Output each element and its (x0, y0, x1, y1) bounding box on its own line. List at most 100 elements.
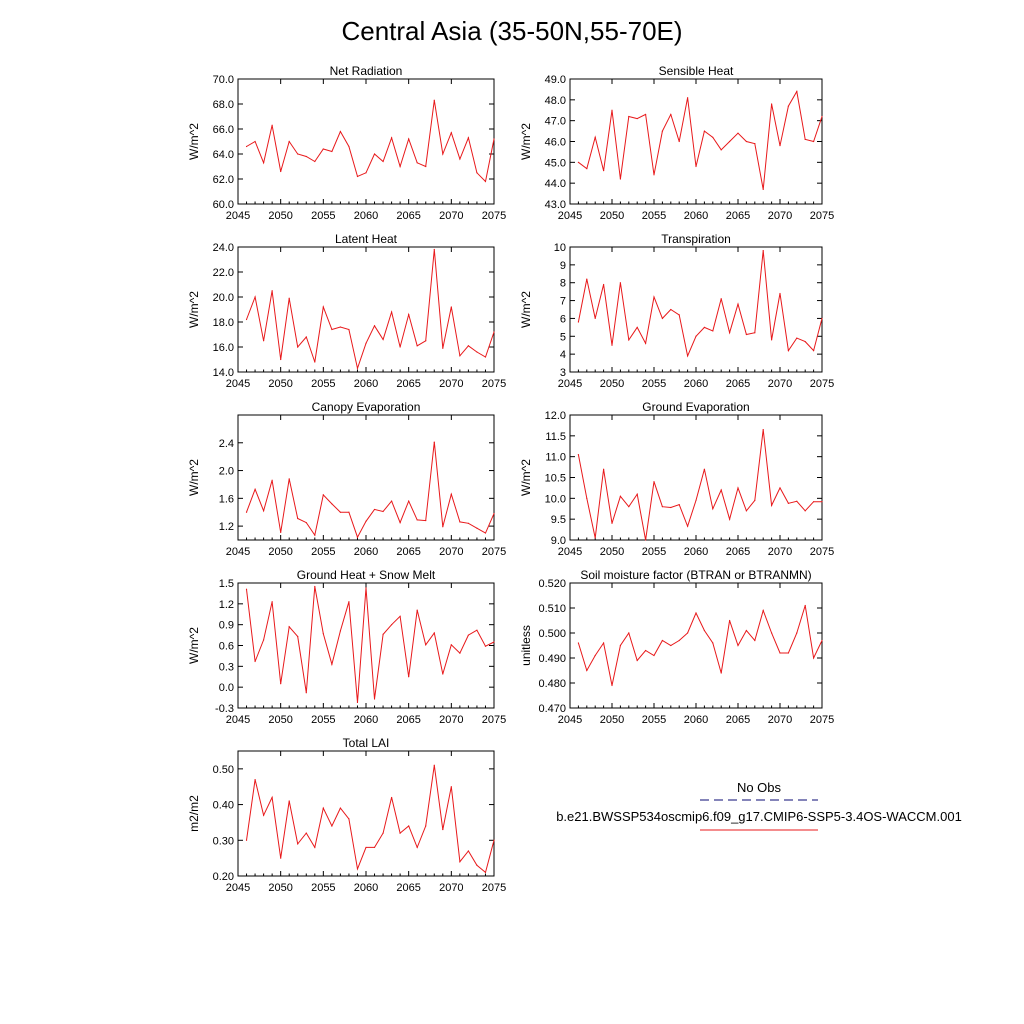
data-point (425, 644, 427, 646)
data-point (804, 138, 806, 141)
data-point (594, 136, 596, 138)
y-tick-label: 4 (560, 349, 566, 361)
data-point (796, 337, 798, 339)
data-point (603, 468, 605, 470)
data-point (670, 644, 672, 647)
data-point (762, 249, 764, 252)
data-point (779, 292, 781, 295)
y-tick-label: 1.6 (219, 493, 234, 505)
data-point (399, 346, 401, 348)
data-point (442, 673, 444, 675)
data-point (636, 326, 638, 328)
data-point (288, 140, 290, 143)
data-point (245, 511, 248, 513)
chart-panel: Transpiration 2045 2050 2055 2060 2065 2070 207… (519, 232, 834, 390)
data-point (813, 140, 815, 143)
data-point (297, 635, 299, 638)
data-point (687, 632, 689, 634)
data-point (712, 642, 714, 644)
data-point (467, 850, 469, 852)
data-point (611, 684, 613, 687)
x-tick-label: 2055 (311, 210, 335, 222)
data-point (586, 278, 588, 280)
series-line (246, 100, 495, 183)
data-point (695, 165, 697, 168)
data-point (399, 615, 401, 617)
data-point (331, 503, 333, 505)
data-point (399, 832, 401, 834)
x-tick-label: 2075 (810, 546, 834, 558)
data-point (314, 361, 316, 363)
data-point (484, 180, 487, 183)
data-point (729, 518, 731, 520)
data-point (305, 832, 307, 834)
data-point (288, 478, 290, 480)
data-point (459, 652, 461, 654)
data-point (373, 846, 376, 849)
y-axis-label: W/m^2 (187, 291, 201, 328)
data-point (339, 807, 341, 809)
data-point (459, 521, 461, 523)
x-tick-label: 2055 (642, 210, 666, 222)
x-tick-label: 2055 (642, 714, 666, 726)
y-axis-label: W/m^2 (187, 627, 201, 664)
y-tick-label: 49.0 (545, 74, 566, 86)
x-tick-label: 2070 (768, 546, 792, 558)
data-point (493, 331, 495, 333)
data-point (373, 325, 376, 327)
data-point (416, 846, 418, 849)
y-tick-label: 64.0 (213, 149, 234, 161)
x-tick-label: 2070 (439, 210, 463, 222)
x-tick-label: 2060 (354, 210, 378, 222)
data-point (391, 311, 393, 313)
x-tick-label: 2050 (600, 546, 624, 558)
data-point (787, 652, 790, 654)
data-point (695, 612, 697, 614)
data-point (322, 807, 324, 809)
series-line (577, 250, 823, 358)
panel-title: Soil moisture factor (BTRAN or BTRANMN) (580, 568, 811, 582)
data-point (280, 857, 282, 859)
data-point (382, 510, 384, 513)
data-point (476, 527, 478, 529)
x-tick-label: 2075 (482, 210, 506, 222)
data-point (594, 654, 596, 657)
x-tick-label: 2060 (354, 546, 378, 558)
x-tick-label: 2050 (268, 714, 292, 726)
data-point (653, 481, 655, 483)
x-tick-label: 2065 (396, 546, 420, 558)
data-point (653, 296, 655, 298)
data-point (586, 497, 588, 499)
data-point (450, 786, 452, 788)
data-point (425, 825, 427, 827)
data-point (729, 140, 731, 143)
data-point (670, 506, 672, 509)
y-tick-label: 5 (560, 331, 566, 343)
data-point (356, 701, 359, 704)
data-point (754, 499, 756, 502)
y-tick-label: 70.0 (213, 74, 234, 86)
y-tick-label: 10 (554, 242, 566, 254)
y-tick-label: 7 (560, 296, 566, 308)
y-tick-label: 3 (560, 367, 566, 379)
x-tick-label: 2075 (810, 378, 834, 390)
data-point (348, 601, 350, 603)
data-point (297, 843, 299, 845)
series-line (577, 605, 823, 686)
data-point (611, 109, 613, 111)
data-point (645, 649, 647, 652)
data-point (493, 839, 495, 841)
data-point (305, 692, 307, 694)
plot-frame (569, 582, 823, 709)
y-axis-label: W/m^2 (187, 123, 201, 160)
panel-title: Latent Heat (335, 232, 398, 246)
data-point (712, 508, 714, 510)
data-point (603, 170, 605, 172)
y-tick-label: 1.5 (219, 578, 234, 590)
data-point (476, 172, 478, 174)
x-tick-label: 2055 (311, 378, 335, 390)
x-tick-label: 2055 (311, 546, 335, 558)
data-point (348, 328, 350, 331)
data-point (712, 136, 714, 138)
data-point (796, 632, 798, 634)
